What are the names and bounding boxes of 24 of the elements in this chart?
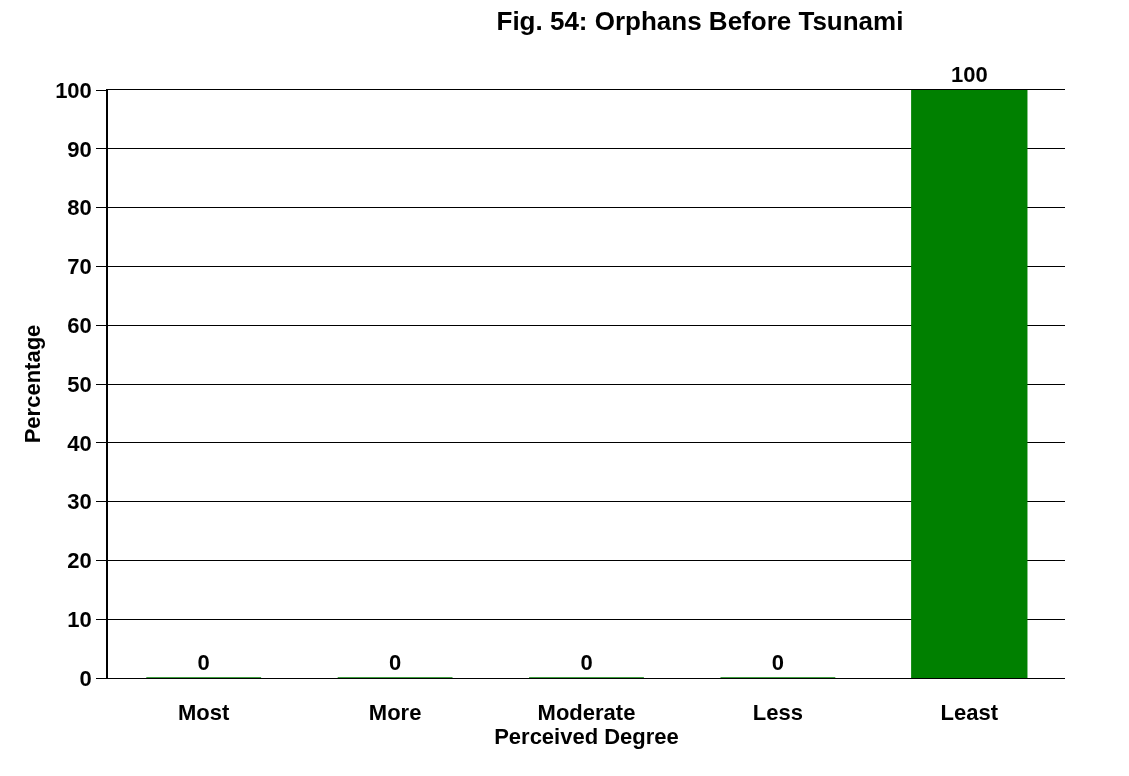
y-tick-label: 80 — [67, 195, 92, 221]
y-tick-label: 20 — [67, 548, 92, 574]
x-axis-title: Perceived Degree — [494, 724, 679, 750]
y-tick-label: 30 — [67, 489, 92, 515]
y-tick-label: 50 — [67, 371, 92, 397]
x-tick-label: Less — [752, 699, 803, 725]
y-tick-label: 40 — [67, 430, 92, 456]
y-tick-label: 90 — [67, 136, 92, 162]
x-tick-label: Moderate — [537, 699, 636, 725]
data-label: 100 — [950, 62, 988, 87]
y-axis-title: Percentage — [20, 324, 46, 444]
x-tick-label: More — [368, 699, 422, 725]
y-tick-label: 10 — [67, 606, 92, 632]
y-tick-label: 60 — [67, 312, 92, 338]
x-tick-label: Most — [178, 699, 231, 725]
y-tick-label: 100 — [55, 77, 92, 103]
chart-title: Fig. 54: Orphans Before Tsunami — [496, 5, 904, 36]
data-label: 0 — [771, 650, 785, 675]
data-label: 0 — [580, 650, 593, 675]
y-tick-label: 70 — [67, 254, 92, 280]
data-label: 0 — [197, 650, 210, 675]
data-label: 0 — [388, 650, 402, 675]
x-tick-label: Least — [940, 699, 999, 725]
y-tick-label: 0 — [79, 665, 92, 691]
